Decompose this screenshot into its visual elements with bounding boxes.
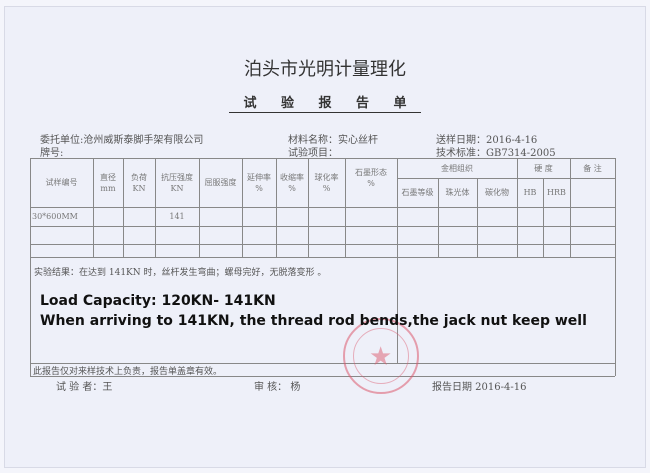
header-diameter: 直径 mm <box>100 172 116 193</box>
header-shrinkage: 收缩率 % <box>280 172 304 193</box>
header-graphite-grade: 石墨等级 <box>401 188 434 197</box>
overlay-load-capacity: Load Capacity: 120KN- 141KN <box>40 293 276 309</box>
row-compressive-strength: 141 <box>169 212 185 221</box>
client: 委托单位:沧州威斯泰脚手架有限公司 <box>40 135 204 146</box>
report-date: 报告日期 2016-4-16 <box>432 382 527 393</box>
brand: 牌号: <box>40 148 64 159</box>
standard: 技术标准：GB7314-2005 <box>436 148 556 159</box>
org-title: 泊头市光明计量理化 <box>244 59 406 80</box>
validity-note: 此报告仅对来样技术上负责，报告单盖章有效。 <box>33 367 223 377</box>
header-hb: HB <box>523 188 537 197</box>
header-yield-strength: 屈服强度 <box>204 178 237 187</box>
header-hardness: 硬 度 <box>534 163 553 173</box>
test-item: 试验项目： <box>288 148 338 159</box>
header-load: 负荷 KN <box>131 172 147 193</box>
header-elongation: 延伸率 % <box>247 172 271 193</box>
header-compressive-strength: 抗压强度 KN <box>161 172 193 193</box>
official-stamp: ★ <box>343 318 419 394</box>
header-metallographic: 金相组织 <box>441 163 473 173</box>
send-date: 送样日期：2016-4-16 <box>436 135 538 146</box>
row-sample-id: 30*600MM <box>32 212 78 221</box>
report-title: 试 验 报 告 单 <box>0 92 650 113</box>
header-pearlite: 珠光体 <box>445 188 470 197</box>
header-sample-id: 试样编号 <box>45 178 78 187</box>
header-hrb: HRB <box>547 188 566 197</box>
header-carbide: 碳化物 <box>485 188 509 197</box>
reviewer: 审 核： 杨 <box>254 382 301 393</box>
header-graphite-form: 石墨形态 % <box>355 168 387 188</box>
header-remarks: 备 注 <box>583 163 602 173</box>
material: 材料名称：实心丝杆 <box>288 135 378 146</box>
tester: 试 验 者：王 <box>56 382 113 393</box>
test-result: 实验结果：在达到 141KN 时，丝杆发生弯曲；螺母完好，无脱落变形 。 <box>34 268 327 278</box>
document-sheet <box>4 6 646 468</box>
overlay-description: When arriving to 141KN, the thread rod b… <box>40 313 587 329</box>
header-nodularity: 球化率 % <box>314 172 339 193</box>
